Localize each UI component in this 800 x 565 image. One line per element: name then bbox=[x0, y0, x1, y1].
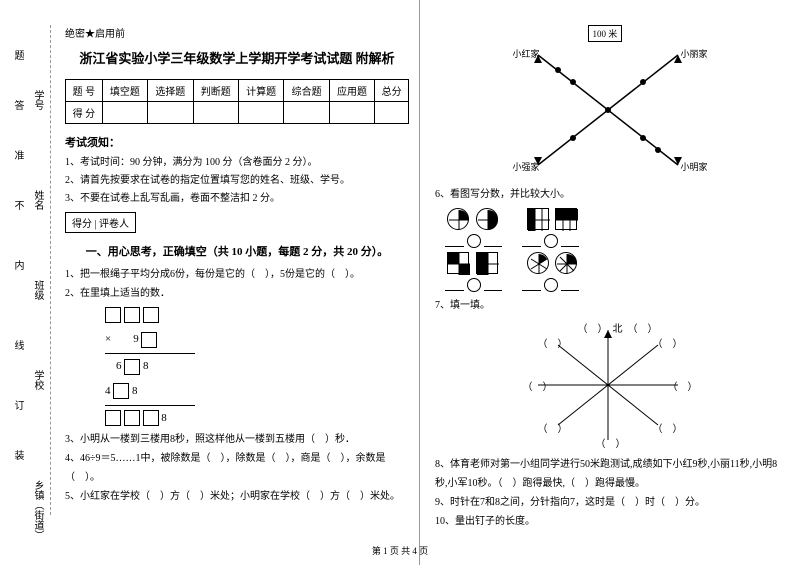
north-label: 北 bbox=[613, 320, 623, 335]
side-label: 学号 bbox=[30, 90, 45, 110]
td bbox=[375, 102, 409, 124]
blank: （ ） bbox=[596, 435, 626, 450]
th: 填空题 bbox=[102, 80, 147, 102]
notice-line: 1、考试时间：90 分钟，满分为 100 分（含卷面分 2 分）。 bbox=[65, 154, 409, 172]
blank: （ ） bbox=[653, 420, 683, 435]
question-3: 3、小明从一楼到三楼用8秒，照这样他从一楼到五楼用（ ）秒． bbox=[65, 430, 409, 449]
question-8: 8、体育老师对第一小组同学进行50米跑测试,成绩如下小红9秒,小丽11秒,小明8… bbox=[435, 455, 780, 493]
right-column: 100 米 小红家 小丽家 小强家 小明家 6、看图写分数，并比较大小。 bbox=[420, 0, 790, 565]
td bbox=[102, 102, 147, 124]
side-label: 乡镇（街道） bbox=[30, 480, 45, 540]
digit: 8 bbox=[132, 385, 138, 397]
left-column: 绝密★启用前 浙江省实验小学三年级数学上学期开学考试试题 附解析 题 号 填空题… bbox=[60, 0, 420, 565]
digit: 8 bbox=[143, 360, 149, 372]
times-sign: × bbox=[105, 333, 111, 345]
question-9: 9、时针在7和8之间，分针指向7，这时是（ ）时（ ）分。 bbox=[435, 493, 780, 512]
confidential-label: 绝密★启用前 bbox=[65, 25, 409, 40]
digit: 9 bbox=[133, 333, 139, 345]
td bbox=[238, 102, 283, 124]
td bbox=[193, 102, 238, 124]
question-2: 2、在里填上适当的数． bbox=[65, 284, 409, 303]
th: 计算题 bbox=[238, 80, 283, 102]
td: 得 分 bbox=[66, 102, 103, 124]
side-label: 姓名 bbox=[30, 190, 45, 210]
bind-char: 答 bbox=[10, 100, 25, 110]
compass-diagram: 北 （ ） （ ） （ ） （ ） （ ） （ ） （ ） （ ） （ ） bbox=[528, 320, 688, 450]
td bbox=[329, 102, 374, 124]
section-1-title: 一、用心思考，正确填空（共 10 小题，每题 2 分，共 20 分）。 bbox=[65, 243, 409, 259]
digit: 8 bbox=[161, 412, 167, 424]
question-5: 5、小红家在学校（ ）方（ ）米处；小明家在学校（ ）方（ ）米处。 bbox=[65, 487, 409, 506]
notice-heading: 考试须知： bbox=[65, 134, 409, 150]
blank: （ ） bbox=[578, 320, 608, 335]
label-se: 小明家 bbox=[680, 160, 707, 173]
binding-margin: 乡镇（街道） 学校 班级 姓名 学号 装 订 线 内 不 准 答 题 bbox=[0, 0, 60, 565]
label-ne: 小丽家 bbox=[680, 47, 707, 60]
fraction-block bbox=[445, 208, 780, 292]
score-table: 题 号 填空题 选择题 判断题 计算题 综合题 应用题 总分 得 分 bbox=[65, 79, 409, 124]
location-diagram: 100 米 小红家 小丽家 小强家 小明家 bbox=[508, 25, 708, 185]
th: 题 号 bbox=[66, 80, 103, 102]
grader-box: 得分 | 评卷人 bbox=[65, 212, 136, 233]
bind-char: 内 bbox=[10, 260, 25, 270]
page-footer: 第 1 页 共 4 页 bbox=[0, 544, 800, 557]
digit: 6 bbox=[116, 360, 122, 372]
digit: 4 bbox=[105, 385, 111, 397]
exam-title: 浙江省实验小学三年级数学上学期开学考试试题 附解析 bbox=[65, 48, 409, 67]
blank: （ ） bbox=[538, 335, 568, 350]
th: 判断题 bbox=[193, 80, 238, 102]
label-sw: 小强家 bbox=[513, 160, 540, 173]
td bbox=[284, 102, 329, 124]
th: 综合题 bbox=[284, 80, 329, 102]
notice-block: 1、考试时间：90 分钟，满分为 100 分（含卷面分 2 分）。 2、请首先按… bbox=[65, 154, 409, 208]
bind-char: 不 bbox=[10, 200, 25, 210]
question-7: 7、填一填。 bbox=[435, 296, 780, 315]
calc-block: × 9 6 8 4 8 8 bbox=[65, 303, 409, 430]
th: 总分 bbox=[375, 80, 409, 102]
blank: （ ） bbox=[668, 378, 698, 393]
bind-char: 订 bbox=[10, 400, 25, 410]
bind-char: 题 bbox=[10, 50, 25, 60]
side-label: 班级 bbox=[30, 280, 45, 300]
question-1: 1、把一根绳子平均分成6份，每份是它的（ ），5份是它的（ ）。 bbox=[65, 265, 409, 284]
blank: （ ） bbox=[538, 420, 568, 435]
blank: （ ） bbox=[653, 335, 683, 350]
bind-char: 装 bbox=[10, 450, 25, 460]
th: 应用题 bbox=[329, 80, 374, 102]
bind-char: 准 bbox=[10, 150, 25, 160]
label-nw: 小红家 bbox=[513, 47, 540, 60]
td bbox=[148, 102, 193, 124]
side-label: 学校 bbox=[30, 370, 45, 390]
scale-label: 100 米 bbox=[588, 25, 623, 42]
blank: （ ） bbox=[628, 320, 658, 335]
question-6: 6、看图写分数，并比较大小。 bbox=[435, 185, 780, 204]
notice-line: 3、不要在试卷上乱写乱画，卷面不整洁扣 2 分。 bbox=[65, 190, 409, 208]
question-4: 4、46÷9＝5……1中，被除数是（ ），除数是（ ），商是（ ），余数是（ ）… bbox=[65, 449, 409, 487]
question-10: 10、量出钉子的长度。 bbox=[435, 512, 780, 531]
notice-line: 2、请首先按要求在试卷的指定位置填写您的姓名、班级、学号。 bbox=[65, 172, 409, 190]
blank: （ ） bbox=[523, 378, 553, 393]
th: 选择题 bbox=[148, 80, 193, 102]
bind-char: 线 bbox=[10, 340, 25, 350]
